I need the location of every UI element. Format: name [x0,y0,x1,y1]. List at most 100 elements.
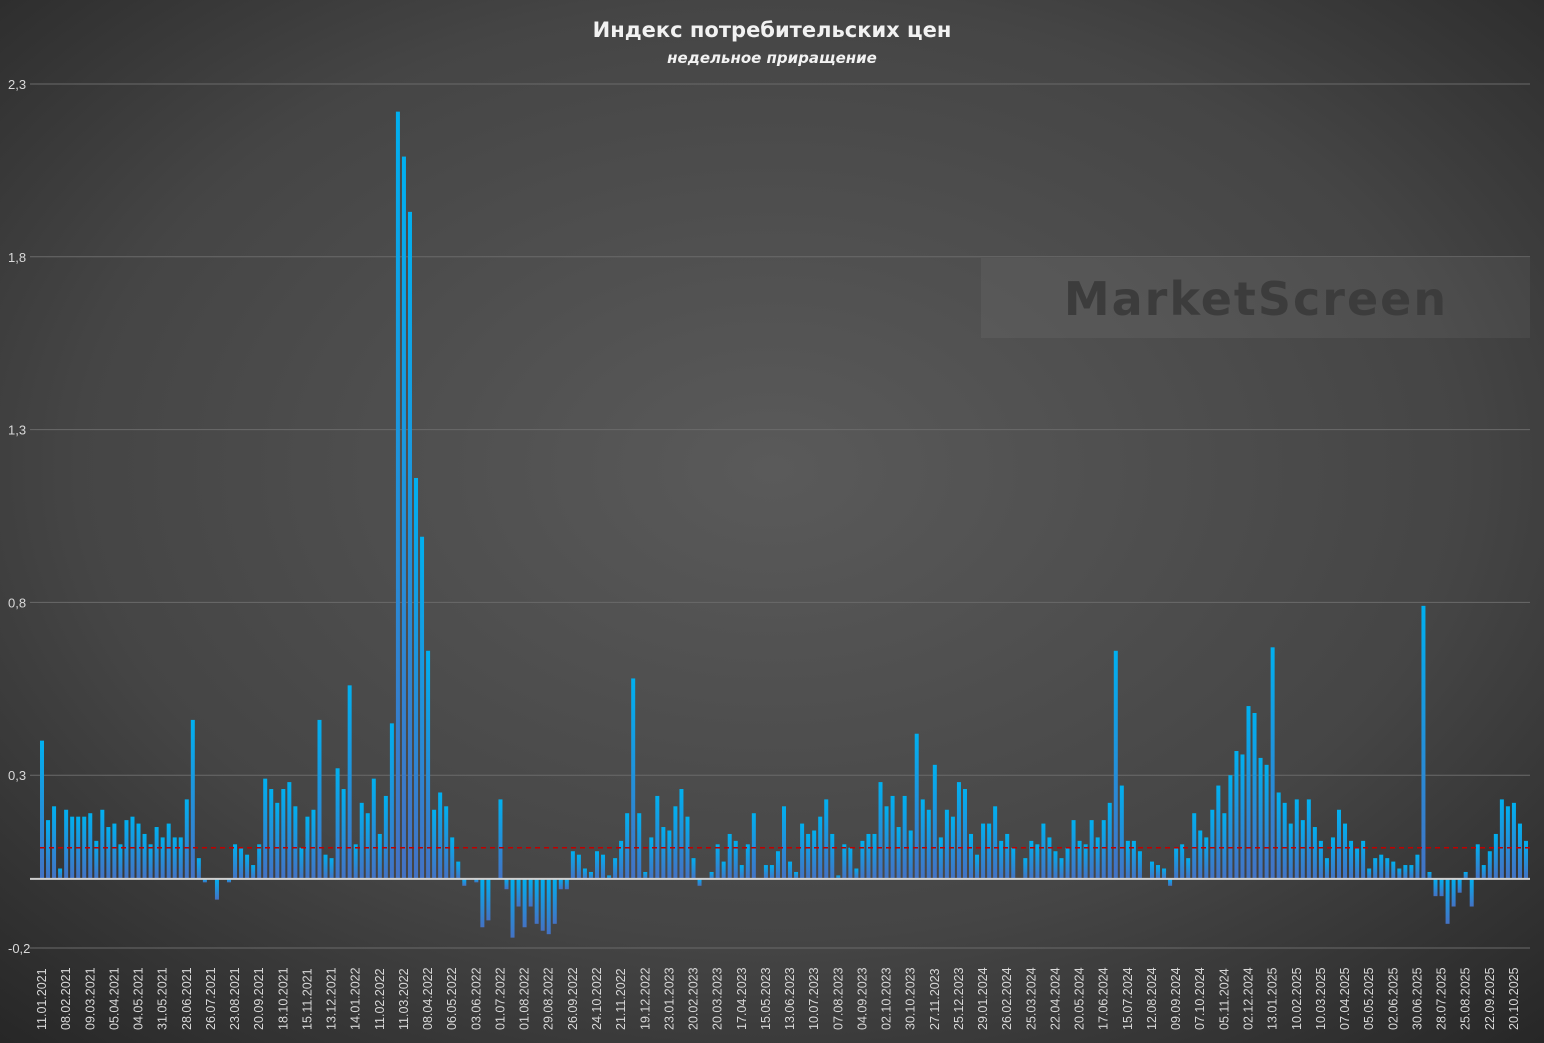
bar [528,878,533,907]
bar [890,795,895,879]
x-tick-label: 20.03.2023 [711,967,725,1030]
bar [480,878,485,928]
bar [365,813,370,879]
y-tick-label: 0,8 [8,595,26,610]
bar [552,878,557,924]
x-tick-label: 29.01.2024 [976,967,990,1030]
bar [1288,823,1293,879]
bar [1367,868,1372,879]
chart-title: Индекс потребительских цен [593,18,952,42]
x-tick-label: 13.01.2025 [1266,967,1280,1030]
bar [576,854,581,879]
bar [178,837,183,879]
bar [299,847,304,879]
x-tick-label: 07.08.2023 [831,967,845,1030]
x-tick-label: 24.10.2022 [590,967,604,1030]
x-tick-label: 20.10.2025 [1507,967,1521,1030]
bar [82,816,87,879]
bar [1210,809,1215,879]
bar [848,847,853,879]
bar [1180,844,1185,879]
x-tick-label: 22.09.2025 [1483,967,1497,1030]
x-tick-label: 28.06.2021 [180,967,194,1030]
bar [347,685,352,879]
bar [1047,837,1052,879]
bar [830,833,835,879]
bar [510,878,515,938]
bar [389,723,394,879]
bar [1355,847,1360,879]
bar [993,806,998,879]
bar [926,809,931,879]
bar [1228,775,1233,879]
bar [1336,809,1341,879]
bar [836,875,841,879]
watermark-text: MarketScreen [1064,272,1448,326]
bar [323,854,328,879]
bar [401,156,406,879]
x-tick-label: 05.11.2024 [1217,968,1231,1030]
x-tick-label: 19.12.2022 [638,967,652,1030]
x-tick-label: 05.04.2021 [107,967,121,1030]
bar [293,806,298,879]
bar [438,792,443,879]
bar [884,806,889,879]
bar [498,799,503,879]
bar [239,847,244,879]
bar [956,782,961,879]
bar [1035,844,1040,879]
bar [1469,878,1474,907]
bar [999,840,1004,879]
bar [1300,820,1305,879]
bar [1192,813,1197,879]
x-tick-label: 10.03.2025 [1314,967,1328,1030]
bar [142,833,147,879]
bar [1409,865,1414,879]
x-tick-label: 27.11.2023 [928,968,942,1030]
chart-subtitle: недельное приращение [667,49,877,67]
bar [667,830,672,879]
bar-series [40,111,1528,938]
bar [124,820,129,879]
bar [40,740,44,879]
x-tick-label: 11.03.2022 [397,968,411,1030]
bar [52,806,57,879]
bar [878,782,883,879]
x-tick-label: 01.07.2022 [493,967,507,1030]
bar [383,795,388,879]
bar [914,733,919,879]
bar [908,830,913,879]
bar [1361,840,1366,879]
bar [987,823,992,879]
bar [275,802,280,879]
bar [407,211,412,879]
bar [70,816,75,879]
bar [570,851,575,879]
x-tick-label: 02.10.2023 [880,967,894,1030]
bar [854,868,859,879]
x-tick-label: 20.05.2024 [1073,967,1087,1030]
bar [1349,840,1354,879]
x-tick-label: 10.02.2025 [1290,967,1304,1030]
bar [371,778,376,879]
bar [775,851,780,879]
bar [1264,764,1269,879]
bar [1397,868,1402,879]
bar [800,823,805,879]
bar [1011,847,1016,879]
bar [414,477,419,879]
bar [426,650,431,879]
x-tick-label: 29.08.2022 [542,967,556,1030]
x-tick-label: 06.05.2022 [445,967,459,1030]
bar [1174,847,1179,879]
x-tick-label: 25.08.2025 [1459,967,1473,1030]
bar [1077,840,1082,879]
bar [450,837,455,879]
bar [655,795,660,879]
bar [64,809,69,879]
bar [902,795,907,879]
bar [1517,823,1522,879]
x-tick-label: 17.04.2023 [735,967,749,1030]
x-tick-label: 20.02.2023 [687,967,701,1030]
bar [1053,851,1058,879]
